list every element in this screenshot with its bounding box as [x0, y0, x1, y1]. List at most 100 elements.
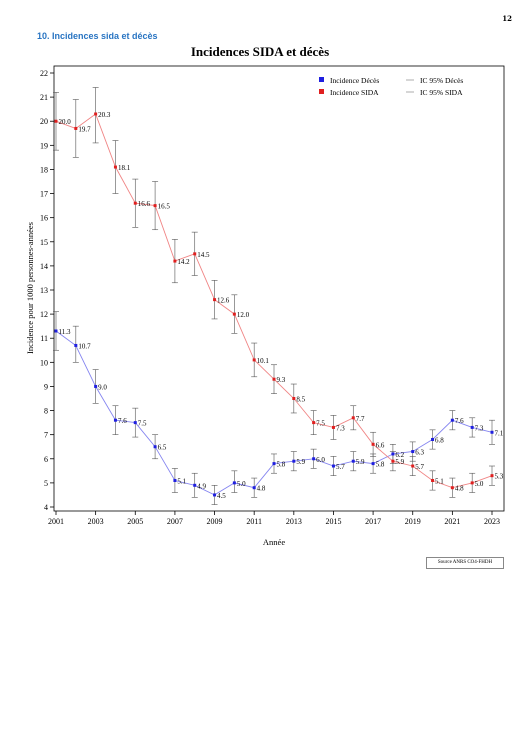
data-point-sida [272, 377, 276, 381]
axes: 2001 2003 2005 2007 2009 2011 2013 2015 2017 2019… [40, 69, 500, 526]
x-tick-label: 2021 [444, 517, 460, 526]
data-label-sida: 12.0 [237, 311, 250, 319]
legend-label: IC 95% Décès [420, 76, 463, 85]
data-label-deces: 5.1 [177, 477, 186, 485]
data-label-sida: 20.0 [59, 118, 72, 126]
data-label-sida: 8.5 [296, 396, 305, 404]
x-tick-label: 2023 [484, 517, 500, 526]
data-point-sida [411, 464, 415, 468]
data-point-deces [193, 483, 197, 487]
y-tick-label: 20 [40, 117, 48, 126]
section-title: 10. Incidences sida et décès [37, 31, 158, 41]
legend-marker [319, 77, 324, 82]
data-label-sida: 7.3 [336, 424, 345, 432]
data-point-deces [292, 459, 296, 463]
x-tick-label: 2015 [325, 517, 341, 526]
data-label-deces: 6.3 [415, 449, 424, 457]
data-label-deces: 5.8 [376, 461, 385, 469]
data-point-deces [391, 452, 395, 456]
x-tick-label: 2011 [246, 517, 262, 526]
data-point-sida [470, 481, 474, 485]
y-tick-label: 11 [40, 334, 48, 343]
y-tick-label: 8 [44, 407, 48, 416]
data-label-deces: 9.0 [98, 383, 107, 391]
data-point-sida [431, 478, 435, 482]
data-label-deces: 4.8 [257, 485, 266, 493]
data-point-sida [213, 298, 217, 302]
y-tick-label: 9 [44, 382, 48, 391]
x-axis-label: Année [263, 537, 285, 547]
data-label-sida: 5.0 [475, 480, 484, 488]
data-label-deces: 6.5 [158, 444, 167, 452]
data-point-deces [331, 464, 335, 468]
data-label-deces: 5.9 [356, 458, 365, 466]
y-tick-label: 15 [40, 238, 48, 247]
data-point-sida [74, 126, 78, 130]
legend: Incidence Décès IC 95% Décès Incidence SID… [319, 76, 463, 97]
data-point-sida [252, 358, 256, 362]
data-point-sida [490, 474, 494, 478]
y-tick-label: 4 [44, 503, 48, 512]
y-tick-label: 21 [40, 93, 48, 102]
data-label-deces: 5.9 [296, 458, 305, 466]
data-point-sida [94, 112, 98, 116]
data-point-deces [411, 450, 415, 454]
y-axis-label: Incidence pour 1000 personnes-années [25, 222, 35, 354]
data-label-sida: 5.3 [495, 473, 504, 481]
data-point-deces [213, 493, 217, 497]
x-tick-label: 2009 [207, 517, 223, 526]
legend-label: IC 95% SIDA [420, 88, 463, 97]
data-point-deces [74, 343, 78, 347]
data-label-sida: 10.1 [257, 357, 270, 365]
chart-title: Incidences SIDA et décès [190, 44, 330, 59]
data-label-deces: 4.5 [217, 492, 226, 500]
y-tick-label: 13 [40, 286, 48, 295]
page-number: 12 [502, 14, 512, 23]
data-point-deces [153, 445, 157, 449]
data-label-sida: 16.5 [158, 203, 171, 211]
x-tick-label: 2005 [127, 517, 143, 526]
x-tick-label: 2017 [365, 517, 381, 526]
data-point-sida [391, 459, 395, 463]
data-label-sida: 5.7 [415, 463, 424, 471]
data-label-sida: 20.3 [98, 111, 111, 119]
data-point-deces [54, 329, 58, 333]
data-point-sida [331, 425, 335, 429]
x-tick-label: 2007 [167, 517, 183, 526]
data-label-sida: 5.9 [395, 458, 404, 466]
data-points [54, 112, 494, 497]
data-label-deces: 10.7 [78, 342, 91, 350]
data-point-deces [450, 418, 454, 422]
y-tick-label: 7 [44, 431, 48, 440]
data-point-deces [94, 384, 98, 388]
data-point-sida [371, 442, 375, 446]
data-point-deces [232, 481, 236, 485]
data-point-deces [470, 425, 474, 429]
data-point-sida [450, 486, 454, 490]
data-label-sida: 12.6 [217, 297, 230, 305]
y-tick-label: 10 [40, 358, 48, 367]
data-point-sida [153, 204, 157, 208]
data-label-sida: 7.7 [356, 415, 365, 423]
data-point-sida [312, 421, 316, 425]
data-label-sida: 14.2 [177, 258, 190, 266]
data-point-deces [371, 462, 375, 466]
data-point-sida [113, 165, 117, 169]
data-point-sida [133, 201, 137, 205]
data-label-deces: 11.3 [59, 328, 71, 336]
y-tick-label: 5 [44, 479, 48, 488]
data-label-sida: 19.7 [78, 125, 91, 133]
data-label-sida: 5.1 [435, 477, 444, 485]
y-tick-label: 19 [40, 141, 48, 150]
legend-label: Incidence Décès [330, 76, 379, 85]
y-tick-label: 22 [40, 69, 48, 78]
y-tick-label: 14 [40, 262, 48, 271]
data-point-sida [292, 397, 296, 400]
data-label-deces: 6.2 [395, 451, 404, 459]
data-point-sida [54, 119, 58, 123]
data-point-deces [133, 421, 137, 425]
data-label-deces: 5.7 [336, 463, 345, 471]
data-label-sida: 16.6 [138, 200, 151, 208]
data-label-sida: 6.6 [376, 441, 385, 449]
